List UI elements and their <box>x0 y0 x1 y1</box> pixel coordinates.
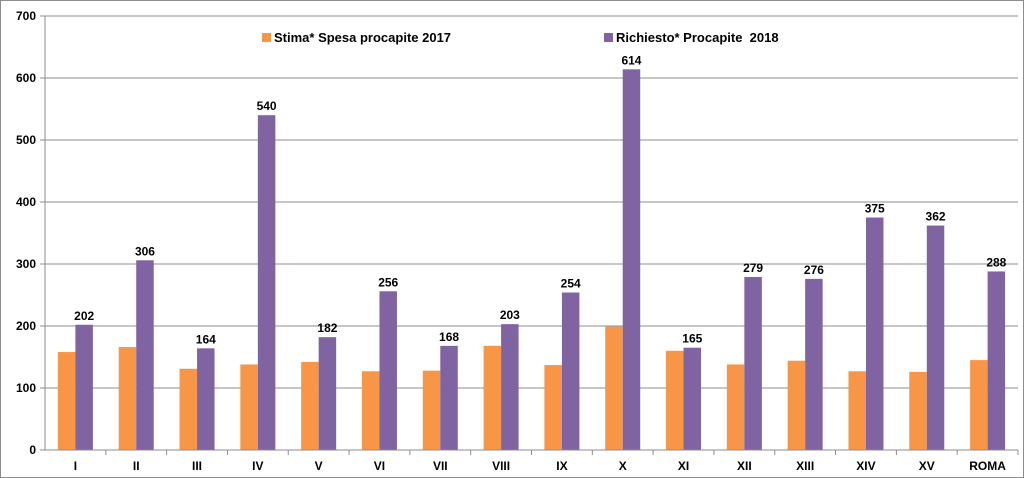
y-tick-label: 100 <box>16 381 36 395</box>
data-label: 256 <box>378 275 398 289</box>
bar-series-1 <box>848 371 866 450</box>
bars: 202 306 164 540 182 256 168 203 254 614 165 279 276 3… <box>57 53 1007 450</box>
data-label: 362 <box>926 210 946 224</box>
y-tick-label: 300 <box>16 257 36 271</box>
bar-series-2 <box>197 348 215 450</box>
y-tick-label: 600 <box>16 71 36 85</box>
x-tick-label: XII <box>737 459 752 473</box>
legend-label: Richiesto* Procapite 2018 <box>616 30 779 45</box>
bar-series-1 <box>483 345 502 450</box>
data-label: 276 <box>804 263 824 277</box>
x-tick-label: IV <box>252 459 263 473</box>
data-label: 182 <box>317 321 337 335</box>
bar-series-1 <box>970 360 988 450</box>
data-label: 165 <box>682 332 702 346</box>
x-tick-label: X <box>619 459 627 473</box>
bar-series-2 <box>561 292 580 450</box>
bar-series-2 <box>501 324 519 450</box>
bar-series-1 <box>666 350 684 450</box>
bar-series-1 <box>57 352 76 450</box>
x-tick-label: V <box>315 459 323 473</box>
data-label: 168 <box>439 330 459 344</box>
y-tick-label: 0 <box>29 443 36 457</box>
data-label: 164 <box>196 332 216 346</box>
legend-swatch <box>604 33 613 42</box>
bar-series-2 <box>865 217 884 450</box>
data-label: 540 <box>257 99 277 113</box>
y-tick-label: 400 <box>16 195 36 209</box>
bar-series-1 <box>361 371 380 450</box>
bar-series-2 <box>622 69 641 450</box>
x-tick-label: VI <box>374 459 385 473</box>
bar-series-2 <box>257 115 276 450</box>
data-label: 375 <box>865 202 885 216</box>
data-label: 288 <box>986 255 1006 269</box>
x-tick-label: VIII <box>492 459 510 473</box>
bar-series-2 <box>318 337 337 450</box>
x-tick-label: XV <box>919 459 935 473</box>
x-tick-label: III <box>192 459 202 473</box>
bar-series-2 <box>744 277 762 450</box>
x-tick-label: II <box>133 459 140 473</box>
x-tick-label: VII <box>433 459 448 473</box>
data-label: 202 <box>74 309 94 323</box>
data-label: 203 <box>500 308 520 322</box>
y-tick-label: 200 <box>16 319 36 333</box>
legend-label: Stima* Spesa procapite 2017 <box>274 30 451 45</box>
x-tick-label: I <box>74 459 77 473</box>
bar-series-2 <box>379 291 397 450</box>
bar-series-1 <box>909 371 927 450</box>
x-tick-label: XIV <box>856 459 875 473</box>
data-label: 279 <box>743 261 763 275</box>
legend-swatch <box>262 33 271 42</box>
bar-series-1 <box>726 364 745 450</box>
legend: Stima* Spesa procapite 2017 Richiesto* Pr… <box>262 30 779 45</box>
bar-series-1 <box>422 370 441 450</box>
bar-series-1 <box>605 326 623 450</box>
y-tick-label: 500 <box>16 133 36 147</box>
data-label: 254 <box>561 277 581 291</box>
bar-series-2 <box>683 347 702 450</box>
bar-series-2 <box>805 278 823 450</box>
x-tick-label: XI <box>678 459 689 473</box>
bar-series-1 <box>179 368 198 450</box>
data-label: 614 <box>621 53 641 67</box>
bar-series-2 <box>136 260 154 450</box>
x-tick-label: ROMA <box>969 459 1006 473</box>
y-tick-label: 700 <box>16 9 36 23</box>
bar-series-1 <box>787 360 806 450</box>
x-tick-label: XIII <box>796 459 814 473</box>
y-axis: 0 100 200 300 400 500 600 700 <box>16 9 46 457</box>
bar-series-1 <box>240 364 258 450</box>
bar-series-2 <box>926 225 945 450</box>
bar-series-1 <box>544 365 562 450</box>
bar-series-1 <box>301 361 319 450</box>
x-tick-label: IX <box>556 459 567 473</box>
bar-series-2 <box>440 345 458 450</box>
bar-series-1 <box>118 347 137 450</box>
x-axis: I II III IV V VI VII VIII IX X XI XII XIII XIV XV ROMA <box>45 449 1019 473</box>
data-label: 306 <box>135 244 155 258</box>
bar-series-2 <box>75 324 93 450</box>
bar-series-2 <box>987 271 1006 450</box>
